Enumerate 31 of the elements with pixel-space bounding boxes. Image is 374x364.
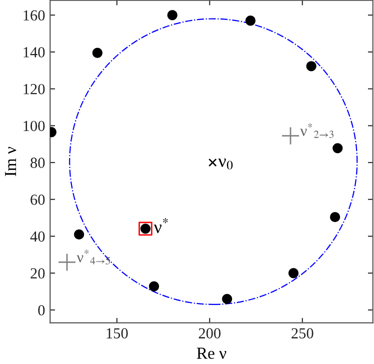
point (330, 212, 340, 222)
annotation: ν$_{0}$ (218, 158, 233, 170)
point (332, 143, 343, 154)
point (58, 253, 76, 272)
point (281, 126, 300, 146)
y-axis-title: Im ν (5, 146, 16, 176)
point (208, 158, 217, 167)
point (306, 61, 316, 72)
y-tick-label: 140 (24, 47, 45, 58)
y-tick-label: 20 (30, 268, 45, 279)
x-axis-title: Re ν (196, 348, 226, 359)
point (245, 16, 256, 26)
point (167, 10, 178, 20)
y-tick-label: 40 (30, 231, 45, 242)
y-tick-label: 80 (30, 158, 45, 168)
x-tick-label: 200 (198, 328, 221, 338)
y-tick-label: 0 (38, 305, 45, 316)
point (222, 294, 232, 304)
point (92, 48, 103, 58)
annotation: ν$^{*}$$_{4→5}$ (76, 250, 110, 264)
x-tick-label: 150 (106, 328, 128, 338)
y-tick-label: 60 (30, 194, 45, 205)
point (148, 281, 160, 292)
y-tick-label: 100 (24, 120, 45, 132)
point (74, 229, 84, 240)
x-tick-label: 250 (292, 328, 314, 338)
annotation: ν$^{*}$ (154, 218, 168, 234)
point (288, 268, 299, 278)
y-tick-label: 120 (24, 84, 45, 94)
annotation: ν$^{*}$$_{2→3}$ (300, 123, 334, 138)
y-tick-label: 160 (24, 10, 45, 21)
